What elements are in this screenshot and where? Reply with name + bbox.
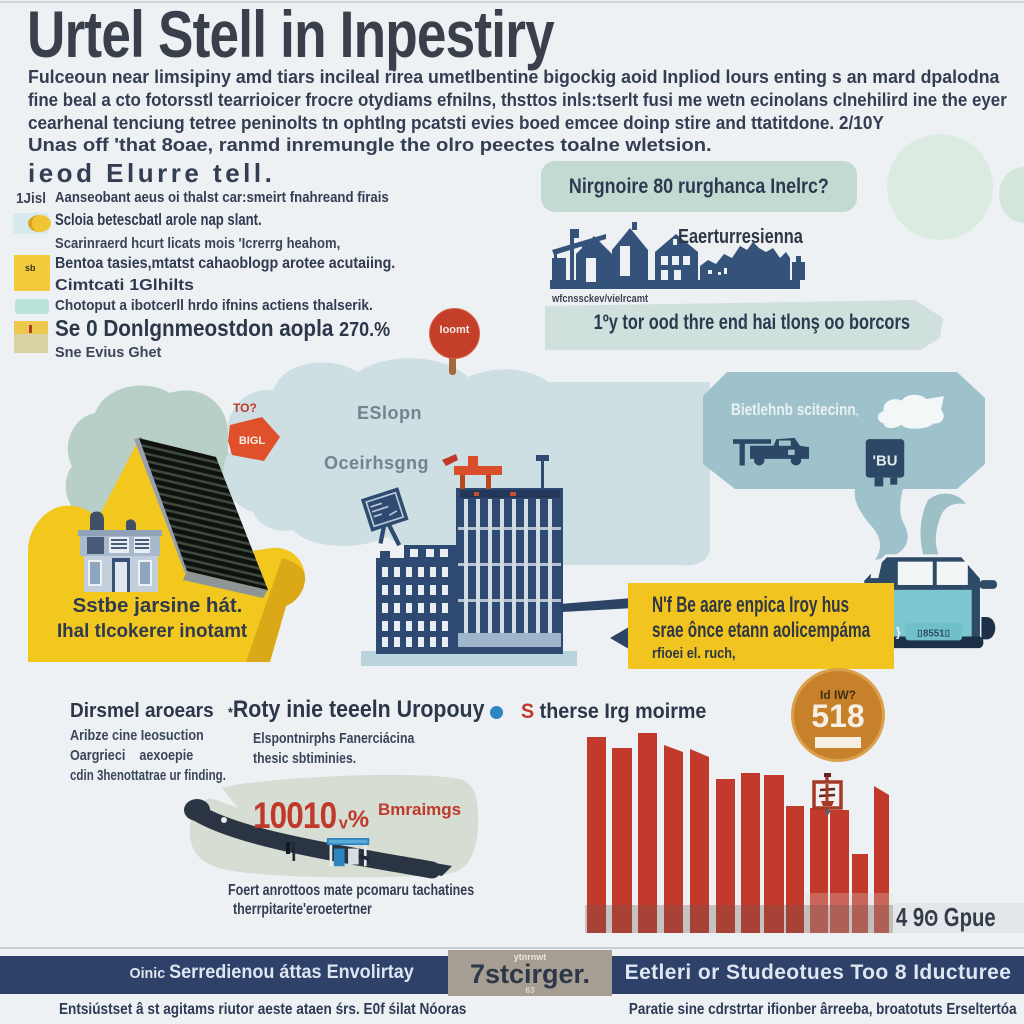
svg-text:⌷8551⌷: ⌷8551⌷	[917, 629, 950, 640]
svg-text:'BU: 'BU	[873, 453, 898, 469]
svg-text:BIGL: BIGL	[239, 435, 266, 447]
svg-text:}: }	[896, 626, 901, 640]
